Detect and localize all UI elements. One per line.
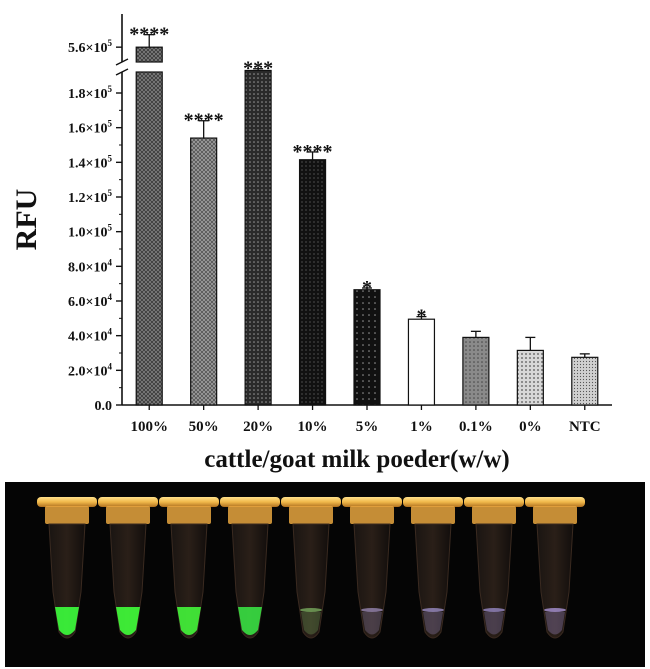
x-tick-label: 0.1% — [459, 419, 493, 435]
tube-liquid — [301, 612, 321, 635]
tube — [281, 497, 341, 639]
tube-photo — [5, 482, 645, 667]
significance-label: **** — [293, 141, 333, 163]
tube — [159, 497, 219, 639]
tube-fluorescence — [238, 607, 262, 635]
tube — [342, 497, 402, 639]
bar — [571, 356, 599, 406]
x-tick-label: 50% — [189, 419, 219, 435]
bar — [462, 336, 490, 406]
y-tick-label: 8.0×104 — [68, 257, 112, 275]
y-axis-title: RFU — [10, 189, 43, 251]
x-tick-label: 5% — [356, 419, 379, 435]
tube-cap-collar — [228, 506, 272, 524]
bar — [407, 318, 436, 406]
tube-cap-collar — [45, 506, 89, 524]
bar — [298, 159, 327, 406]
tube — [37, 497, 97, 639]
labels: 0.0 2.0×104 4.0×104 6.0×104 8.0×104 1.0×105 1.… — [10, 24, 601, 473]
bar-upper — [135, 46, 163, 63]
tube-cap — [220, 497, 280, 507]
tube-cap — [37, 497, 97, 507]
x-tick-label: 0% — [519, 419, 542, 435]
tube — [98, 497, 158, 639]
tube-liquid — [423, 612, 443, 635]
tube-cap-collar — [472, 506, 516, 524]
tube-cap — [159, 497, 219, 507]
tube-liquid — [362, 612, 382, 635]
y-tick-label: 1.6×105 — [68, 119, 112, 137]
axis-break-mark — [115, 68, 129, 76]
tube-cap — [98, 497, 158, 507]
x-tick-label: 10% — [298, 419, 328, 435]
tube — [464, 497, 524, 639]
tube-cap-collar — [411, 506, 455, 524]
tubes — [37, 497, 585, 639]
tube-cap-collar — [350, 506, 394, 524]
tube-meniscus — [300, 608, 322, 612]
y-tick-label: 5.6×105 — [68, 38, 112, 56]
tube-liquid — [484, 612, 504, 635]
tube-cap — [464, 497, 524, 507]
bar — [516, 349, 544, 406]
tube-meniscus — [483, 608, 505, 612]
tube — [525, 497, 585, 639]
tube-cap — [281, 497, 341, 507]
significance-label: **** — [129, 24, 169, 46]
y-tick-label: 0.0 — [95, 399, 113, 414]
y-tick-label: 4.0×104 — [68, 327, 112, 345]
bar — [353, 289, 381, 406]
bar — [244, 69, 272, 406]
y-tick-label: 1.8×105 — [68, 84, 112, 102]
significance-label: **** — [184, 110, 224, 132]
x-tick-label: 20% — [243, 419, 273, 435]
tube-fluorescence — [55, 607, 79, 635]
y-tick-label: 1.4×105 — [68, 153, 112, 171]
x-tick-label: 1% — [410, 419, 433, 435]
tube-meniscus — [422, 608, 444, 612]
tube-cap-collar — [533, 506, 577, 524]
bar — [135, 71, 163, 406]
tube-meniscus — [361, 608, 383, 612]
tube-photo-svg — [37, 497, 585, 639]
tube — [220, 497, 280, 639]
tube-fluorescence — [116, 607, 140, 635]
tube-cap — [342, 497, 402, 507]
tube-cap — [525, 497, 585, 507]
tube-cap — [403, 497, 463, 507]
tube-fluorescence — [177, 607, 201, 635]
bars — [135, 34, 599, 406]
y-tick-label: 6.0×104 — [68, 292, 112, 310]
tube-cap-collar — [289, 506, 333, 524]
significance-label: * — [416, 306, 426, 328]
y-tick-label: 2.0×104 — [68, 361, 112, 379]
tube-meniscus — [544, 608, 566, 612]
y-tick-label: 1.2×105 — [68, 188, 112, 206]
significance-label: *** — [243, 58, 273, 80]
x-axis-title: cattle/goat milk poeder(w/w) — [204, 446, 509, 473]
axis-break-mark — [115, 58, 129, 66]
x-tick-label: 100% — [130, 419, 168, 435]
bar — [190, 137, 218, 406]
tube-cap-collar — [106, 506, 150, 524]
y-tick-label: 1.0×105 — [68, 223, 112, 241]
tube-cap-collar — [167, 506, 211, 524]
tube-liquid — [545, 612, 565, 635]
x-tick-label: NTC — [569, 419, 601, 435]
significance-label: * — [362, 277, 372, 299]
bar-chart: 0.0 2.0×104 4.0×104 6.0×104 8.0×104 1.0×105 1.… — [10, 14, 612, 473]
tube — [403, 497, 463, 639]
